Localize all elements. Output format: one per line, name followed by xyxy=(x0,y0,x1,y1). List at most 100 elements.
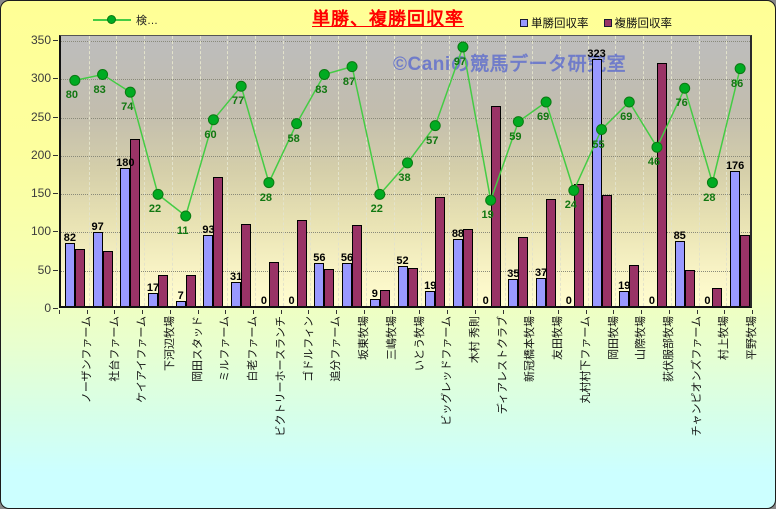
line-point xyxy=(734,63,746,75)
line-point xyxy=(568,184,580,196)
line-point xyxy=(596,124,608,136)
category-label: ミルファーム xyxy=(219,316,232,382)
category-label: 木村 秀則 xyxy=(468,316,481,364)
bar-tansho xyxy=(674,240,685,306)
x-axis-tickmark xyxy=(641,310,643,314)
bar-value-label: 0 xyxy=(704,295,711,307)
line-point xyxy=(291,118,303,130)
bar-value-label: 323 xyxy=(587,47,606,60)
bar-tansho xyxy=(148,293,159,306)
category-label: 追分ファーム xyxy=(330,316,343,382)
category-label: 社台ファーム xyxy=(108,316,121,382)
category-label: 村上牧場 xyxy=(718,316,731,360)
v-gridline xyxy=(199,36,201,306)
x-axis-tickmark xyxy=(585,310,587,314)
x-axis-tickmark xyxy=(724,310,726,314)
line-point xyxy=(706,177,718,189)
h-gridline xyxy=(61,155,750,157)
bar-fukusho xyxy=(601,195,612,306)
category-label: 新冠橋本牧場 xyxy=(524,316,537,382)
bar-tansho xyxy=(619,291,630,306)
x-axis-tickmark xyxy=(447,310,449,314)
fukusho-swatch-icon xyxy=(603,19,612,27)
category-label: 丸村村下ファーム xyxy=(579,316,592,404)
line-point xyxy=(97,69,109,81)
bar-fukusho xyxy=(462,229,473,306)
y-axis-tickmark xyxy=(53,308,58,309)
category-label: ケイアイファーム xyxy=(136,316,149,403)
bar-value-label: 52 xyxy=(396,255,409,268)
bar-value-label: 9 xyxy=(371,288,378,301)
category-label: 岡田スタッド xyxy=(191,316,204,382)
line-value-label: 59 xyxy=(509,130,522,143)
line-point xyxy=(374,188,386,200)
line-value-label: 69 xyxy=(620,111,633,123)
line-value-label: 87 xyxy=(342,75,356,88)
x-axis-tickmark xyxy=(142,310,144,314)
y-axis-tickmark xyxy=(53,116,58,118)
bar-tansho xyxy=(397,266,408,306)
bar-fukusho xyxy=(656,62,667,306)
bar-value-label: 0 xyxy=(288,295,295,307)
category-label: 三嶋牧場 xyxy=(385,316,398,360)
h-gridline xyxy=(61,232,750,234)
category-label: いとう牧場 xyxy=(413,316,426,371)
bar-fukusho xyxy=(573,184,584,306)
line-point xyxy=(180,210,192,222)
v-gridline xyxy=(255,36,257,306)
line-value-label: 83 xyxy=(315,83,328,96)
v-gridline xyxy=(559,36,561,306)
line-value-label: 24 xyxy=(564,199,577,212)
y-axis-tickmark xyxy=(53,193,58,195)
v-gridline xyxy=(670,36,672,306)
line-value-label: 28 xyxy=(703,191,716,204)
x-axis-tickmark xyxy=(336,310,338,314)
line-point xyxy=(429,120,441,132)
line-point xyxy=(512,116,524,128)
line-value-label: 19 xyxy=(481,209,494,222)
x-axis-tickmark xyxy=(225,310,227,314)
line-value-label: 11 xyxy=(176,224,189,237)
line-series xyxy=(69,41,746,222)
x-axis-tickmark xyxy=(308,310,310,314)
line-value-label: 46 xyxy=(647,156,661,169)
v-gridline xyxy=(504,36,506,306)
x-axis-tickmark xyxy=(668,310,670,314)
line-point xyxy=(124,86,136,98)
bar-value-label: 85 xyxy=(673,229,686,242)
bar-fukusho xyxy=(379,289,390,306)
line-value-label: 55 xyxy=(592,138,605,151)
bar-tansho xyxy=(452,238,463,306)
v-gridline xyxy=(449,36,451,306)
line-value-label: 58 xyxy=(287,132,300,145)
chart-title: 単勝、複勝回収率 xyxy=(312,9,464,29)
bar-fukusho xyxy=(629,265,640,306)
x-axis-tickmark xyxy=(391,310,393,314)
v-gridline xyxy=(698,36,700,306)
bar-value-label: 19 xyxy=(618,280,631,293)
line-point xyxy=(402,157,413,169)
bar-tansho xyxy=(64,243,75,306)
line-value-label: 74 xyxy=(121,101,134,114)
bar-tansho xyxy=(369,299,380,306)
line-point xyxy=(69,74,81,86)
category-label: ゴドルフィン xyxy=(302,316,315,382)
bar-fukusho xyxy=(324,269,335,306)
x-axis-tickmark xyxy=(197,310,199,314)
h-gridline xyxy=(61,41,750,43)
bar-value-label: 0 xyxy=(648,295,656,307)
line-legend-dot-icon xyxy=(107,15,116,24)
x-axis-tickmark xyxy=(557,310,559,314)
y-axis-tickmark xyxy=(53,78,58,80)
bar-value-label: 88 xyxy=(451,227,465,240)
y-axis-tickmark xyxy=(53,40,58,42)
x-axis-tickmark xyxy=(169,310,171,314)
x-axis-tickmark xyxy=(59,310,60,314)
bar-tansho xyxy=(92,231,103,306)
y-axis-tick-label: 100 xyxy=(30,224,51,239)
x-axis-tickmark xyxy=(419,310,421,314)
x-axis-tickmark xyxy=(752,310,753,314)
line-value-label: 22 xyxy=(148,203,162,216)
category-label: 下河辺牧場 xyxy=(164,316,177,371)
category-label: ビッグレッドファーム xyxy=(441,316,454,426)
